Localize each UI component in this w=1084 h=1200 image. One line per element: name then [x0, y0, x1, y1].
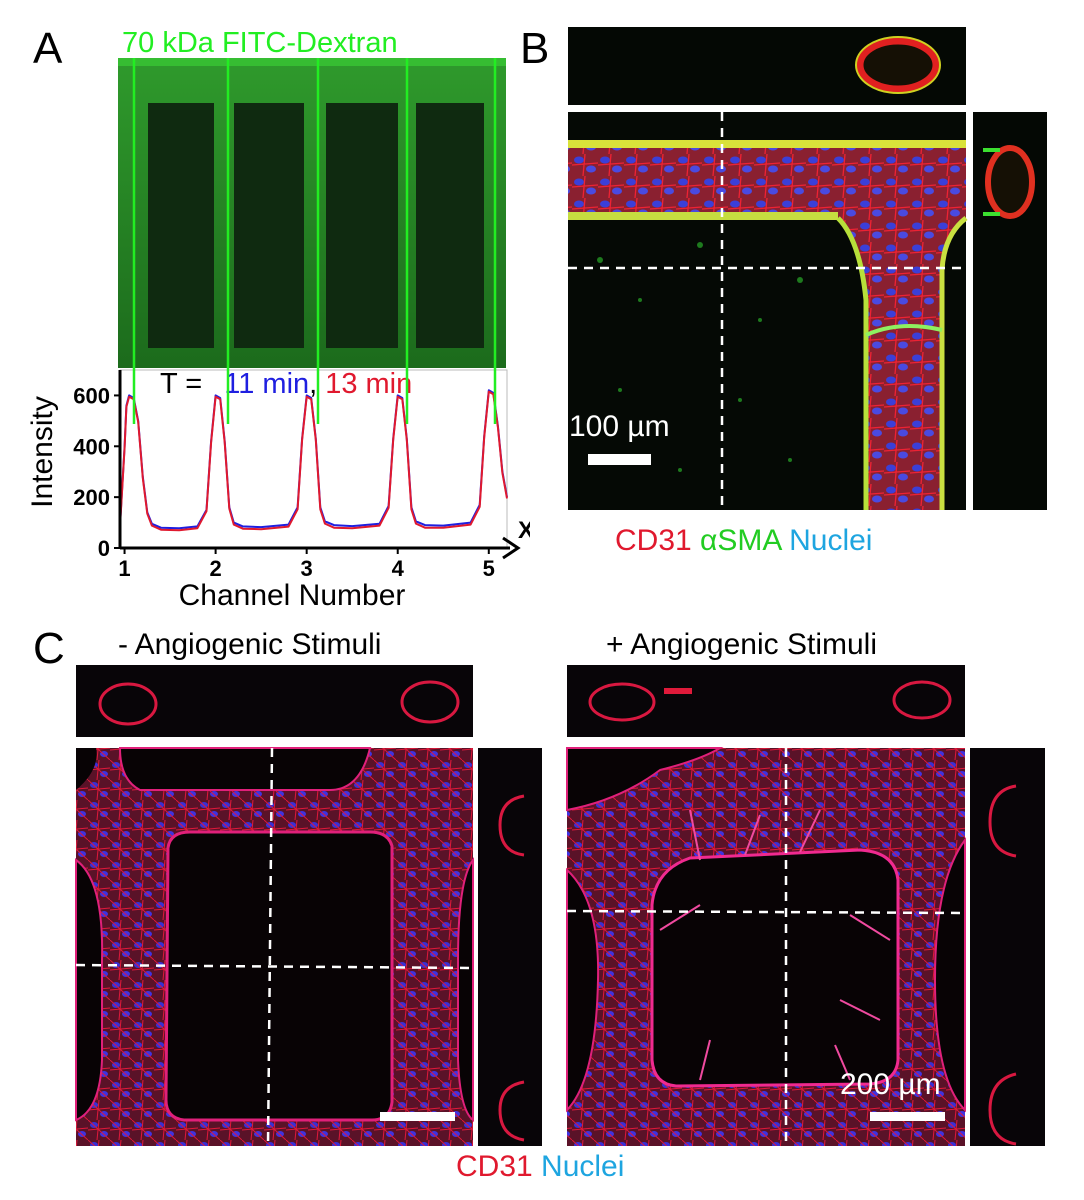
c-right-side-orthoview [970, 748, 1045, 1146]
y-tick-label: 200 [73, 485, 110, 510]
c-left-empty-region [76, 748, 97, 790]
c-left-side-crosssection [498, 794, 525, 857]
b-top-vessel-green [855, 36, 941, 94]
c-scale-label: 200 µm [840, 1068, 941, 1101]
c-left-empty-region [457, 856, 474, 1123]
y-tick-label: 0 [98, 536, 110, 561]
b-horizontal-vessel [568, 140, 966, 218]
c-right-empty-region [933, 836, 966, 1113]
intensity-chart: X 1 2 3 4 5 0 200 400 600 Channel Number Intensi… [26, 58, 530, 612]
c-right-empty-region [566, 747, 724, 812]
c-right-side-crosssection [988, 784, 1017, 858]
c-right-dashed-horizontal [566, 909, 966, 915]
b-scale-bar [588, 454, 651, 465]
c-right-top-crosssection [588, 682, 656, 722]
b-legend-cd31: CD31 [615, 524, 692, 557]
legend-11min: 11 min [224, 368, 309, 400]
legend-13min: 13 min [325, 368, 412, 400]
panel-b-label: B [520, 24, 550, 73]
c-right-empty-region [566, 867, 600, 1113]
x-axis-arrowhead [502, 536, 521, 560]
series-line-13-min [119, 390, 508, 532]
plot-frame [119, 369, 508, 549]
c-left-title: - Angiogenic Stimuli [118, 628, 382, 661]
dextran-fluorescence-image [118, 58, 506, 368]
b-vertical-vessel-edge [836, 216, 869, 510]
legend-separator: , [309, 368, 317, 400]
x-axis-end-label: X [518, 517, 530, 544]
c-left-empty-region [164, 830, 394, 1122]
c-left-empty-region [118, 747, 372, 791]
c-right-empty-region [650, 848, 900, 1088]
x-axis-label: Channel Number [179, 579, 406, 612]
panel-b: B [520, 0, 1084, 600]
y-tick-label: 400 [73, 434, 110, 459]
y-tick-label: 600 [73, 383, 110, 408]
c-left-dashed-horizontal [75, 963, 474, 970]
c-left-side-orthoview [478, 748, 542, 1146]
c-left-top-crosssection [98, 682, 158, 726]
b-vertical-vessel [838, 218, 966, 510]
b-top-vessel-crosssection [856, 37, 940, 93]
x-tick-label: 1 [118, 556, 130, 581]
c-right-top-sprout [664, 688, 692, 694]
chart-legend: T = 11 min, 13 min [160, 368, 412, 400]
x-tick-label: 5 [483, 556, 495, 581]
x-tick-label: 3 [301, 556, 313, 581]
b-horizontal-vessel-edge [568, 212, 838, 220]
c-left-dashed-vertical [266, 747, 274, 1147]
dextran-title: 70 kDa FITC-Dextran [122, 27, 398, 59]
legend-prefix: T = [160, 368, 210, 400]
b-vertical-vessel-edge [939, 216, 968, 510]
tick-layer: 1 2 3 4 5 0 200 400 600 [73, 383, 495, 581]
panel-b-images [568, 27, 1047, 510]
c-legend-cd31: CD31 [456, 1150, 533, 1183]
c-left-scale-bar [380, 1112, 455, 1121]
c-right-top-crosssection [892, 680, 952, 720]
c-right-top-orthoview [567, 665, 965, 737]
panel-c-label: C [33, 624, 65, 673]
c-right-scale-bar [870, 1112, 945, 1121]
b-asma-streak [865, 324, 943, 337]
b-side-vessel-crosssection [985, 145, 1035, 219]
chart-marks [119, 389, 508, 532]
y-axis-label: Intensity [26, 396, 59, 508]
c-stain-legend: CD31 Nuclei [456, 1150, 624, 1184]
c-right-title: + Angiogenic Stimuli [606, 628, 877, 661]
panel-a-label: A [33, 24, 63, 73]
b-legend-nuclei: Nuclei [789, 524, 873, 557]
b-scale-label: 100 µm [569, 410, 670, 443]
c-left-top-crosssection [400, 680, 460, 724]
c-left-empty-region [75, 858, 104, 1122]
x-tick-label: 4 [392, 556, 405, 581]
b-legend-asma: αSMA [700, 524, 781, 557]
b-horizontal-vessel-edge [568, 140, 966, 148]
b-stain-legend: CD31 αSMA Nuclei [615, 524, 872, 558]
x-tick-label: 2 [209, 556, 221, 581]
c-right-sprouts [659, 809, 891, 1081]
b-side-vessel-green [983, 148, 1000, 216]
dextran-image-drawing [118, 58, 506, 368]
b-background-asma-specks [597, 242, 803, 472]
panel-a: A 70 kDa FITC-Dextran X 1 2 3 4 5 [0, 0, 530, 620]
channel-guide-lines [132, 58, 497, 424]
c-left-top-orthoview [76, 665, 473, 737]
c-right-side-crosssection [988, 1072, 1017, 1146]
c-legend-nuclei: Nuclei [541, 1150, 625, 1183]
c-left-side-crosssection [498, 1080, 525, 1142]
